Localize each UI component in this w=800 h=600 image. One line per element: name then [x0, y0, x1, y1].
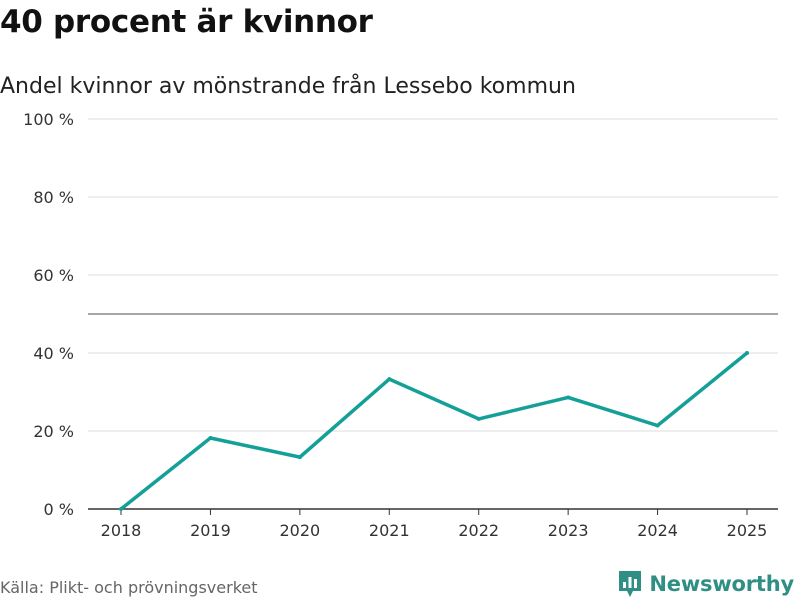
y-tick-label: 0 %: [44, 500, 74, 519]
y-tick-label: 100 %: [23, 110, 74, 129]
axes: [88, 508, 778, 515]
brand-name: Newsworthy: [649, 572, 794, 596]
data-point-2025: [745, 351, 749, 355]
y-tick-label: 80 %: [33, 188, 74, 207]
data-point-2023: [566, 395, 571, 400]
source-note: Källa: Plikt- och prövningsverket: [0, 578, 258, 597]
data-point-2018: [119, 507, 123, 511]
chart-subtitle: Andel kvinnor av mönstrande från Lessebo…: [0, 74, 576, 99]
series-line: [119, 351, 749, 511]
data-point-2024: [655, 423, 660, 428]
data-point-2019: [208, 436, 213, 441]
data-point-2020: [297, 455, 302, 460]
newsworthy-logo-icon: [619, 571, 642, 597]
x-tick-label: 2025: [727, 521, 768, 540]
x-tick-label: 2018: [101, 521, 142, 540]
x-tick-label: 2022: [458, 521, 499, 540]
y-tick-label: 20 %: [33, 422, 74, 441]
series-group: [119, 351, 749, 511]
data-point-2021: [387, 377, 392, 382]
x-tick-label: 2019: [190, 521, 231, 540]
line-chart: 0 % 20 % 40 % 60 % 80 % 100 % 2018 2019 2020 2021…: [23, 110, 778, 540]
brand-logo: Newsworthy: [617, 569, 794, 599]
x-tick-label: 2023: [548, 521, 589, 540]
y-tick-label: 40 %: [33, 344, 74, 363]
data-point-2022: [476, 416, 481, 421]
x-tick-label: 2024: [637, 521, 678, 540]
tick-labels: 0 % 20 % 40 % 60 % 80 % 100 % 2018 2019 2020 2021…: [23, 110, 767, 540]
gridlines: [88, 118, 778, 432]
x-tick-label: 2020: [279, 521, 320, 540]
chart-title: 40 procent är kvinnor: [0, 4, 373, 40]
y-tick-label: 60 %: [33, 266, 74, 285]
x-tick-label: 2021: [369, 521, 410, 540]
